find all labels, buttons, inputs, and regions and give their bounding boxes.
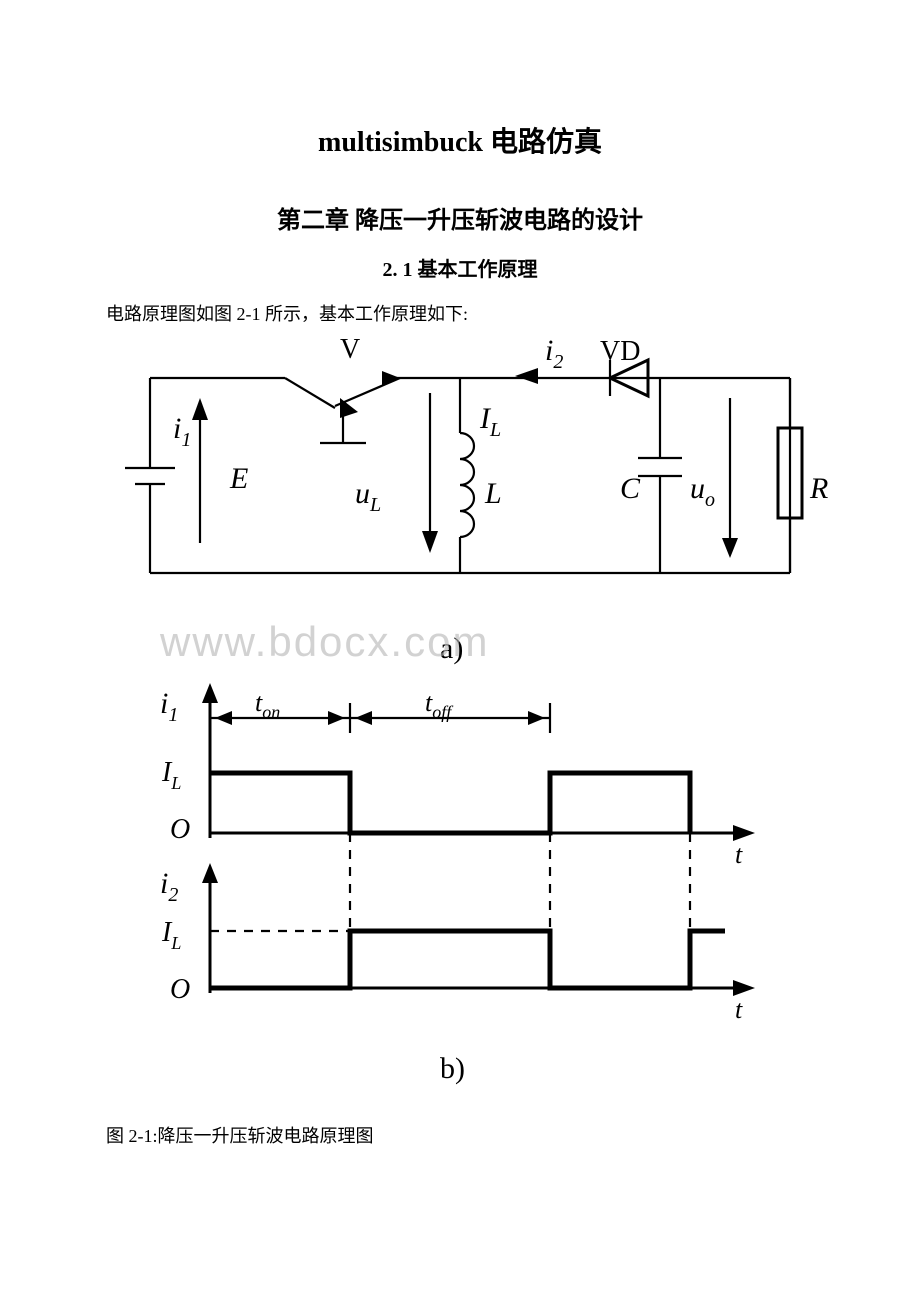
lbl-i1: i1 — [173, 412, 191, 451]
transistor-v — [285, 378, 400, 443]
waveform-svg: i1 IL O t ton toff i2 IL O t b) — [140, 683, 780, 1103]
lbl-toff: toff — [425, 688, 454, 722]
lbl-a: a) — [440, 632, 463, 665]
chapter-heading: 第二章 降压一升压斩波电路的设计 — [70, 200, 850, 235]
lbl-IL1: IL — [161, 757, 181, 793]
lbl-IL: IL — [479, 402, 501, 441]
lbl-VD: VD — [600, 338, 640, 367]
lbl-i2axis: i2 — [160, 867, 178, 906]
lbl-i2: i2 — [545, 338, 563, 373]
lbl-C: C — [620, 472, 641, 505]
lbl-O1: O — [170, 814, 190, 845]
lbl-uL: uL — [355, 477, 381, 516]
lbl-R: R — [809, 472, 828, 505]
intro-paragraph: 电路原理图如图 2-1 所示，基本工作原理如下: — [70, 300, 850, 326]
lbl-b: b) — [440, 1052, 465, 1085]
figure-caption: 图 2-1:降压一升压斩波电路原理图 — [70, 1122, 850, 1148]
lbl-i1axis: i1 — [160, 687, 178, 726]
figure-circuit: i1 E V uL IL L i2 VD C uo R a) — [70, 338, 850, 673]
lbl-V: V — [340, 338, 360, 365]
lbl-L: L — [484, 477, 502, 510]
lbl-IL2: IL — [161, 917, 181, 953]
lbl-E: E — [229, 462, 248, 495]
section-heading: 2. 1 基本工作原理 — [70, 253, 850, 282]
figure-waveform: i1 IL O t ton toff i2 IL O t b) — [70, 683, 850, 1108]
lbl-O2: O — [170, 974, 190, 1005]
lbl-ton: ton — [255, 688, 280, 722]
page-title: multisimbuck 电路仿真 — [70, 120, 850, 160]
lbl-t2: t — [735, 995, 743, 1024]
lbl-uo: uo — [690, 472, 715, 511]
circuit-svg: i1 E V uL IL L i2 VD C uo R a) — [90, 338, 830, 668]
lbl-t1: t — [735, 840, 743, 869]
